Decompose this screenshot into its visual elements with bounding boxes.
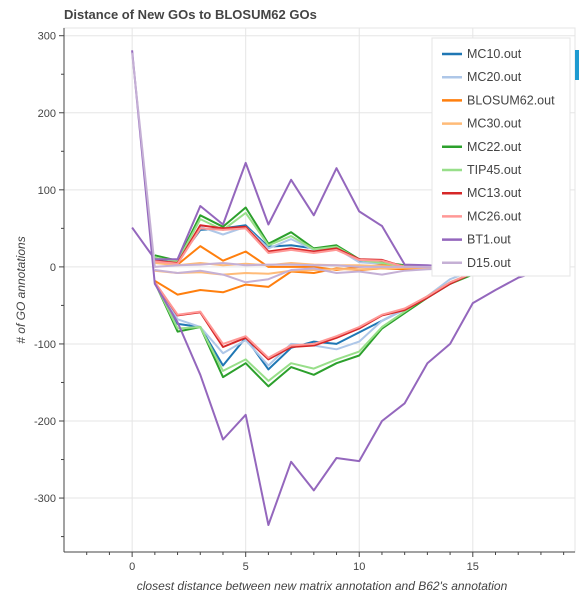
legend-item-mc30-out: MC30.out [467,117,522,131]
axes: -300 -200 -100 0 100 200 300 0 5 10 15 [34,28,575,573]
series-line-d15-out-positive [131,52,451,268]
x-tick-label: 15 [467,561,479,573]
legend-item-d15-out: D15.out [467,256,511,270]
toolbar-edge[interactable] [575,50,579,80]
y-tick-label: -100 [34,339,56,351]
legend-item-bt1-out: BT1.out [467,233,511,247]
y-tick-label: 200 [38,108,56,120]
x-tick-label: 0 [129,561,135,573]
legend-item-mc22-out: MC22.out [467,140,522,154]
y-tick-label: -300 [34,493,56,505]
legend-item-mc10-out: MC10.out [467,47,522,61]
y-tick-label: 300 [38,31,56,43]
x-axis-label: closest distance between new matrix anno… [137,579,508,593]
legend-item-mc20-out: MC20.out [467,70,522,84]
x-tick-label: 10 [353,561,365,573]
legend-item-tip45-out: TIP45.out [467,163,522,177]
chart-title: Distance of New GOs to BLOSUM62 GOs [64,7,317,22]
legend: MC10.out MC20.out BLOSUM62.out MC30.out MC22… [431,37,571,277]
legend-item-mc13-out: MC13.out [467,186,522,200]
series-line-bt1-out-positive [131,161,451,268]
y-tick-label: 100 [38,185,56,197]
x-tick-label: 5 [243,561,249,573]
y-tick-label: -200 [34,416,56,428]
series-line-bt1-out-negative [131,50,564,526]
series-line-mc26-out-positive [154,227,451,268]
legend-item-blosum62-out: BLOSUM62.out [467,93,555,107]
y-axis-label: # of GO annotations [14,236,28,343]
legend-item-mc26-out: MC26.out [467,209,522,223]
y-tick-label: 0 [50,262,56,274]
